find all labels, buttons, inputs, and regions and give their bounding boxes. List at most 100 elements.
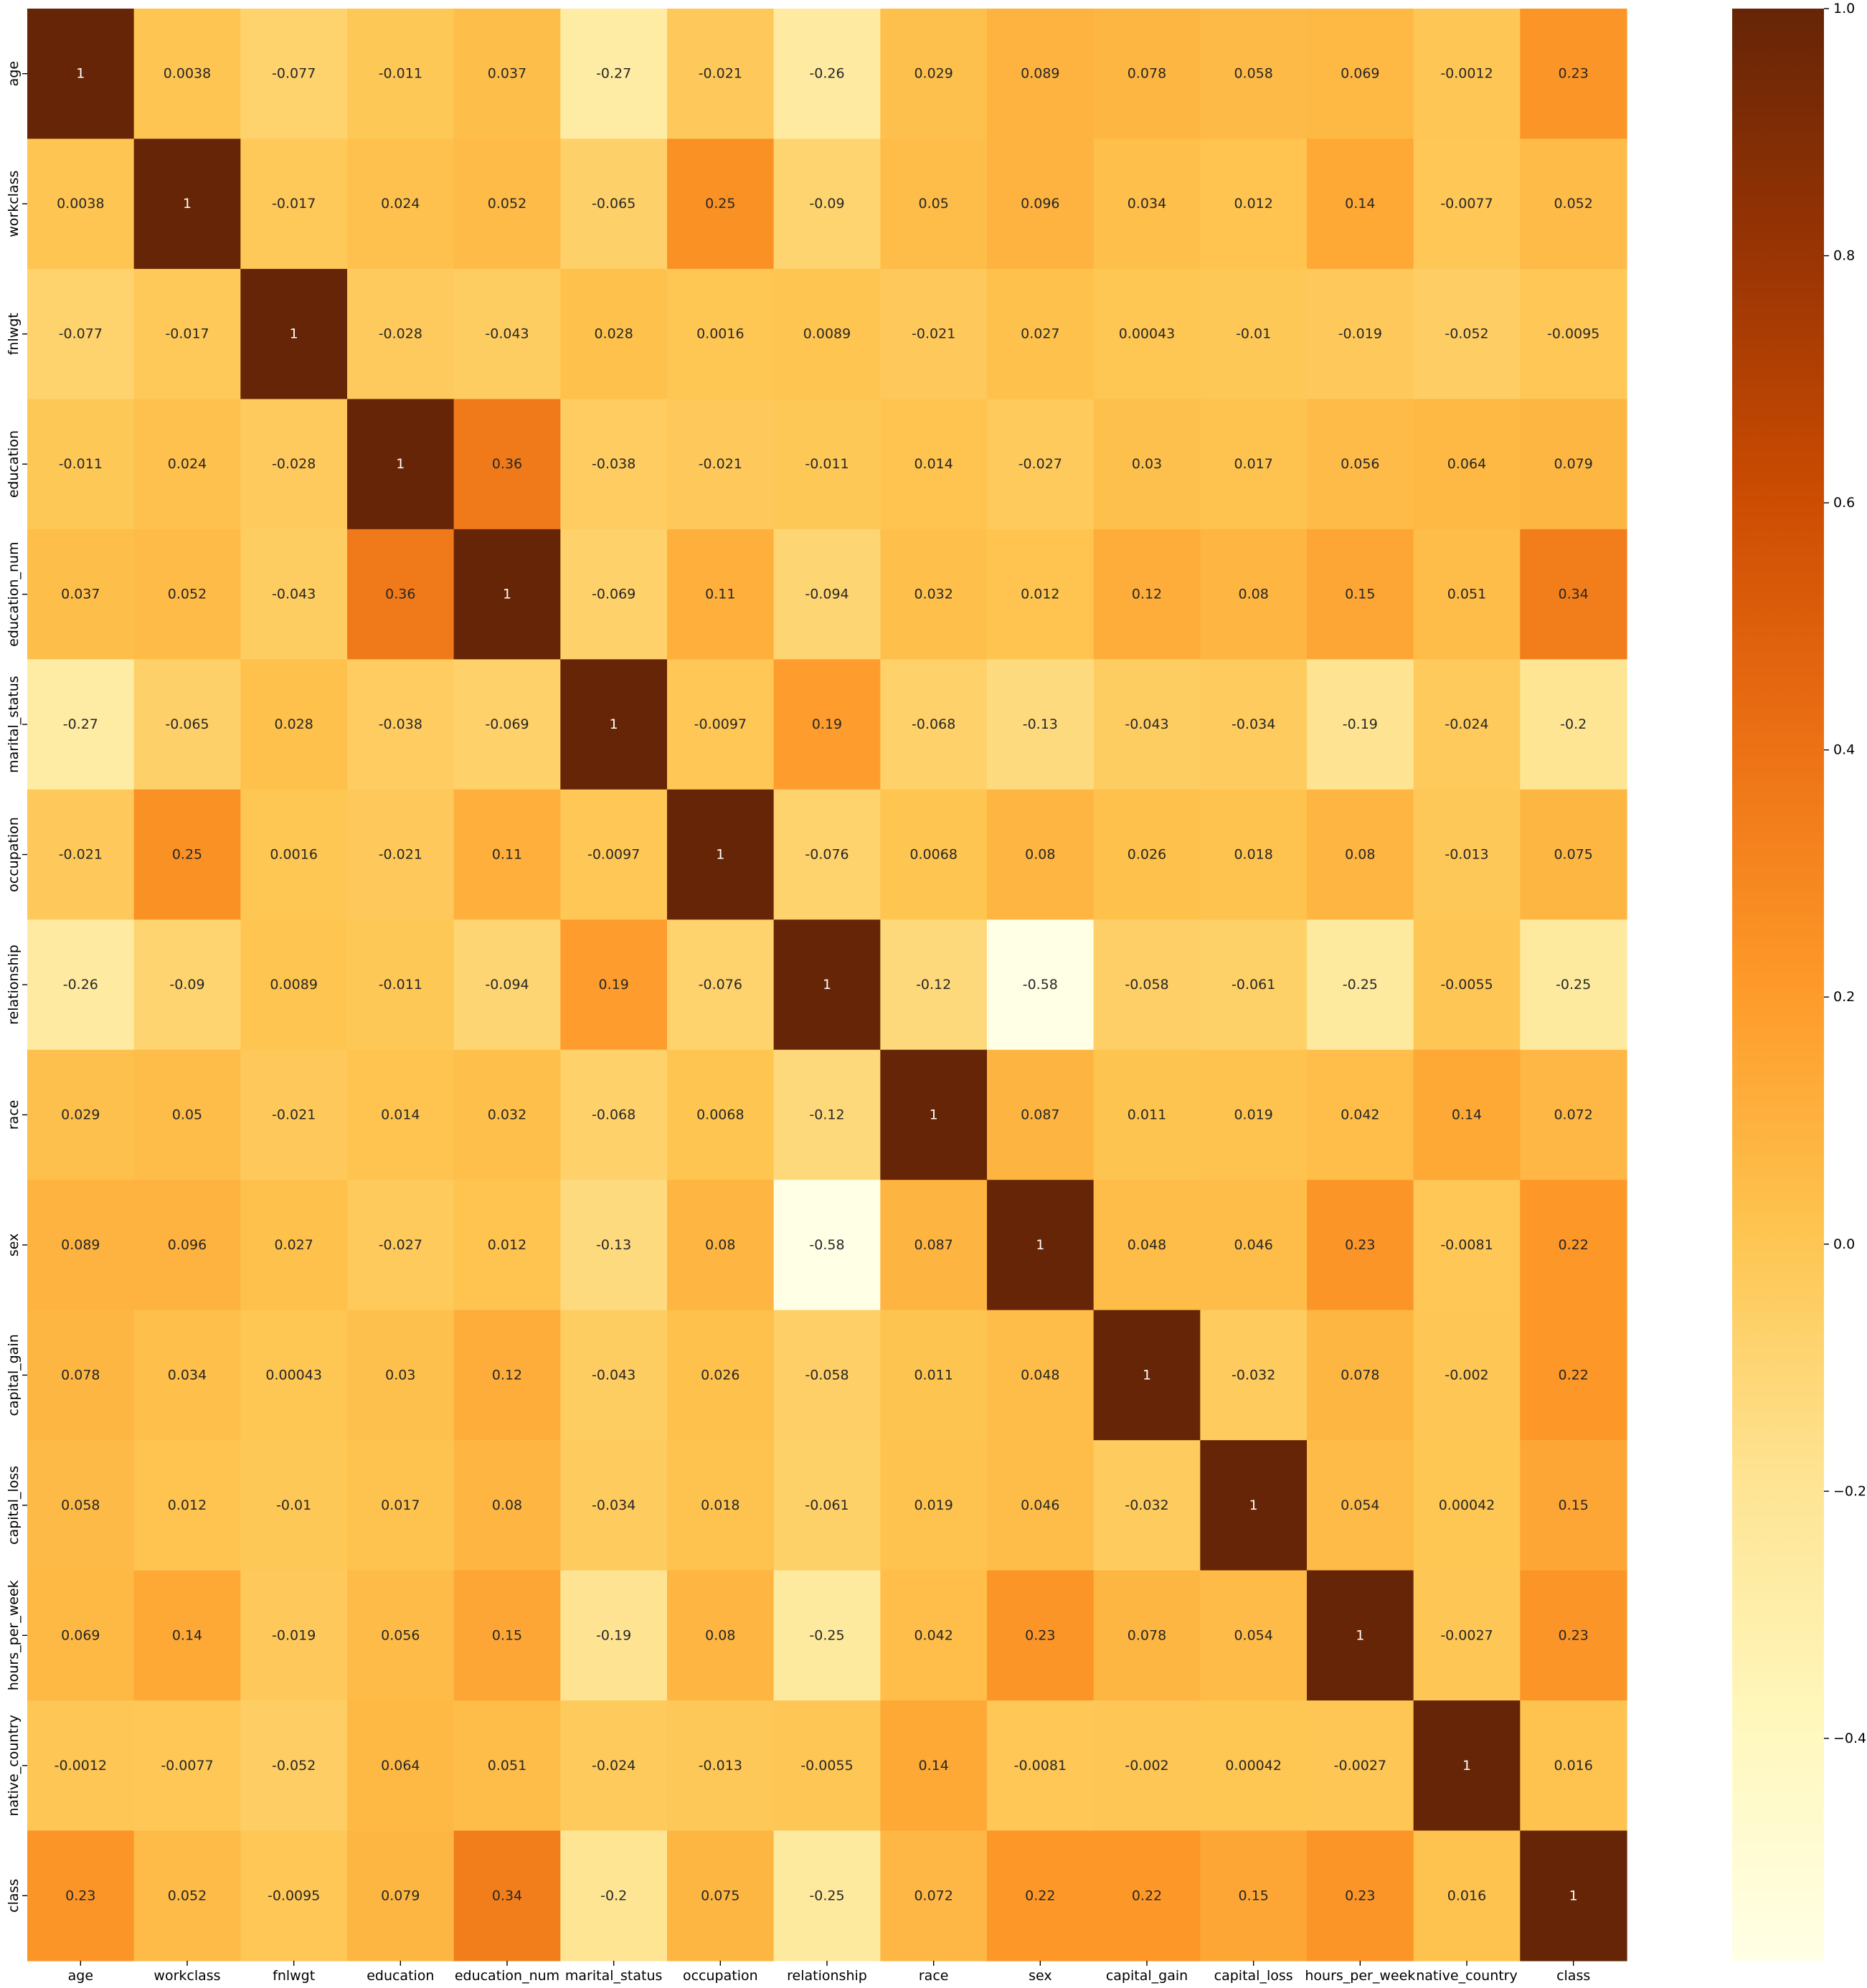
y-tick-label-capital-loss: capital_loss — [6, 1466, 22, 1545]
cell-annotation: 0.03 — [385, 1367, 415, 1383]
heatmap-cell — [240, 9, 348, 140]
heatmap-cell — [1520, 1700, 1627, 1832]
cell-annotation: -0.27 — [63, 716, 98, 732]
cell-annotation: 0.024 — [168, 456, 207, 472]
cell-annotation: -0.0055 — [800, 1758, 853, 1774]
cell-annotation: 1 — [1356, 1627, 1364, 1643]
heatmap-cell — [1520, 399, 1627, 530]
cell-annotation: 0.052 — [488, 196, 526, 212]
cell-annotation: 0.056 — [1341, 456, 1379, 472]
colorbar: 1.0 0.8 0.6 0.4 0.2 0.0 −0.2 −0.4 — [1732, 1, 1866, 1961]
x-tick-label-education: education — [367, 1968, 434, 1984]
cell-annotation: -0.024 — [1445, 716, 1488, 732]
heatmap-cell — [1307, 9, 1414, 140]
heatmap-cell — [773, 268, 881, 399]
heatmap-cell — [1307, 399, 1414, 530]
cell-annotation: 0.016 — [1554, 1758, 1592, 1774]
cell-annotation: -0.077 — [59, 326, 103, 342]
cell-annotation: 0.079 — [1554, 456, 1592, 472]
heatmap-cell — [133, 399, 241, 530]
heatmap-cell — [1093, 1700, 1201, 1832]
heatmap-cell — [773, 9, 881, 140]
cell-annotation: 0.08 — [1345, 847, 1375, 863]
heatmap-cell — [560, 399, 668, 530]
cell-annotation: 0.23 — [1025, 1627, 1055, 1643]
cell-annotation: 0.017 — [381, 1497, 420, 1513]
cell-annotation: 0.028 — [594, 326, 633, 342]
cell-annotation: 0.14 — [1452, 1107, 1482, 1122]
cell-annotation: 0.15 — [1239, 1888, 1269, 1903]
cell-annotation: 1 — [1462, 1758, 1471, 1774]
cell-annotation: 0.056 — [381, 1627, 420, 1643]
heatmap-cell — [880, 1310, 988, 1441]
heatmap-cell — [1413, 1830, 1521, 1961]
heatmap-cell — [1200, 1830, 1308, 1961]
x-tick-label-occupation: occupation — [683, 1968, 758, 1984]
heatmap-cell — [1520, 1830, 1627, 1961]
heatmap-cell — [560, 1570, 668, 1701]
heatmap-cell — [1520, 529, 1627, 660]
y-tick-label-class: class — [6, 1879, 22, 1913]
heatmap-cell — [1413, 789, 1521, 920]
heatmap-cell — [1200, 138, 1308, 270]
cell-annotation: -0.013 — [1445, 847, 1488, 863]
cell-annotation: -0.065 — [165, 716, 209, 732]
cell-annotation: -0.061 — [805, 1497, 849, 1513]
heatmap-cell — [987, 268, 1095, 399]
heatmap-cell — [133, 1570, 241, 1701]
heatmap-cell — [347, 1180, 455, 1311]
heatmap-cell — [133, 1700, 241, 1832]
heatmap-cell — [987, 529, 1095, 660]
heatmap-cell — [773, 399, 881, 530]
heatmap-cell — [27, 1310, 135, 1441]
cell-annotation: -0.034 — [1232, 716, 1275, 732]
cell-annotation: 0.05 — [172, 1107, 202, 1122]
heatmap-cell — [1307, 1310, 1414, 1441]
heatmap-cell — [1200, 9, 1308, 140]
heatmap-cell — [133, 659, 241, 790]
cell-annotation: 0.054 — [1341, 1497, 1379, 1513]
cell-annotation: 0.012 — [488, 1237, 526, 1253]
heatmap-cell — [560, 138, 668, 270]
cell-annotation: 0.029 — [61, 1107, 100, 1122]
cell-annotation: -0.01 — [276, 1497, 311, 1513]
cell-annotation: -0.032 — [1125, 1497, 1168, 1513]
cell-annotation: -0.034 — [592, 1497, 635, 1513]
heatmap-cell — [347, 1049, 455, 1180]
cell-annotation: 0.048 — [1128, 1237, 1166, 1253]
cell-annotation: -0.052 — [1445, 326, 1488, 342]
heatmap-cell — [773, 1440, 881, 1571]
cell-annotation: -0.011 — [59, 456, 103, 472]
cell-annotation: 0.11 — [492, 847, 522, 863]
heatmap-cell — [240, 659, 348, 790]
x-tick-label-relationship: relationship — [787, 1968, 867, 1984]
y-tick-label-education-num: education_num — [6, 541, 22, 646]
heatmap-cell — [133, 919, 241, 1051]
cell-annotation: -0.028 — [272, 456, 316, 472]
heatmap-cell — [240, 1180, 348, 1311]
cell-annotation: 0.034 — [168, 1367, 207, 1383]
heatmap-cell — [560, 1049, 668, 1180]
cell-annotation: 0.075 — [1554, 847, 1592, 863]
heatmap-cell — [1413, 529, 1521, 660]
heatmap-cell — [347, 9, 455, 140]
heatmap-cell — [27, 1700, 135, 1832]
cell-annotation: -0.2 — [600, 1888, 627, 1903]
heatmap-cell — [667, 138, 775, 270]
cell-annotation: 0.087 — [914, 1237, 953, 1253]
heatmap-cell — [880, 789, 988, 920]
cell-annotation: 0.08 — [492, 1497, 522, 1513]
cell-annotation: -0.0012 — [1440, 66, 1493, 82]
heatmap-cell — [240, 399, 348, 530]
heatmap-cell — [1413, 1570, 1521, 1701]
cell-annotation: -0.038 — [592, 456, 635, 472]
heatmap-cell — [880, 1830, 988, 1961]
heatmap-cell — [560, 789, 668, 920]
colorbar-tick-label: 0.8 — [1833, 248, 1855, 264]
cell-annotation: 0.0038 — [164, 66, 211, 82]
heatmap-cell — [347, 789, 455, 920]
cell-annotation: 0.037 — [61, 587, 100, 602]
cell-annotation: -0.032 — [1232, 1367, 1275, 1383]
cell-annotation: 0.00042 — [1225, 1758, 1282, 1774]
